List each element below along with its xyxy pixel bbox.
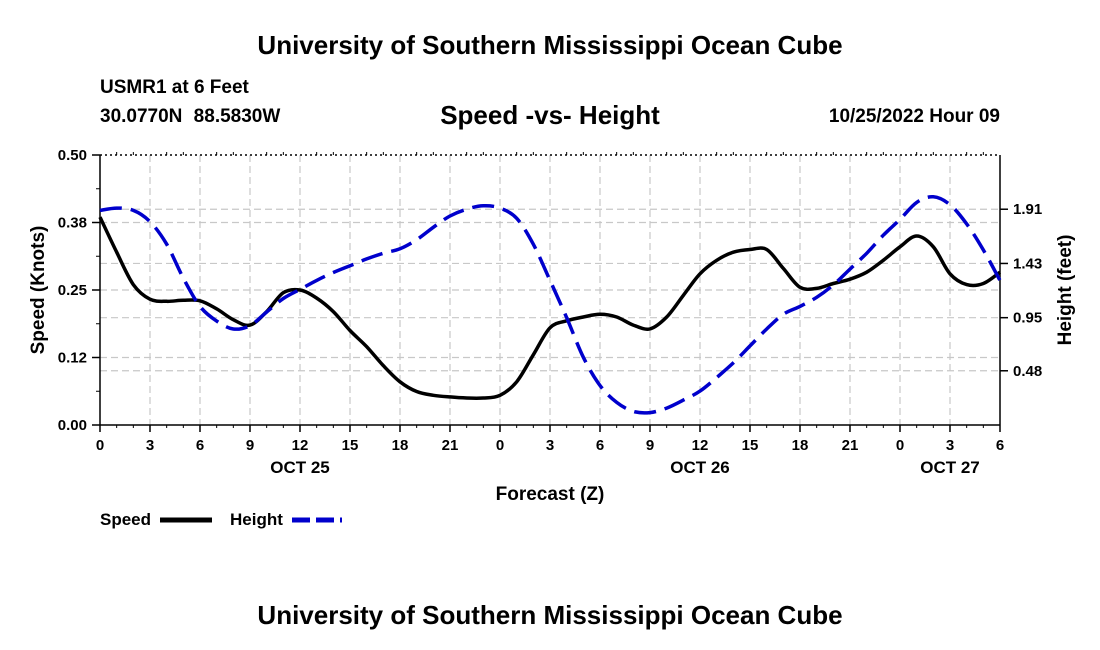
station-label: USMR1 at 6 Feet [100, 77, 249, 98]
series-line-speed [98, 216, 1002, 400]
y-tick-label: 0.00 [58, 417, 87, 434]
date-label: OCT 26 [670, 458, 730, 477]
legend: Speed Height [100, 510, 342, 529]
y-axis-label: Speed (Knots) [28, 226, 49, 355]
x-tick-label: 15 [342, 437, 359, 454]
x-axis-label: Forecast (Z) [496, 484, 605, 505]
series-line-height [99, 195, 1002, 415]
axis-labels: Forecast (Z) Speed (Knots) Height (feet)… [28, 147, 1076, 505]
y-tick-label: 0.38 [58, 215, 87, 232]
x-tick-label: 0 [896, 437, 904, 454]
y-tick-label: 0.25 [58, 282, 87, 299]
y-tick-label: 0.12 [58, 350, 87, 367]
x-tick-label: 18 [792, 437, 809, 454]
legend-speed-label: Speed [100, 510, 151, 529]
y-tick-label: 0.50 [58, 147, 87, 164]
x-tick-label: 18 [392, 437, 409, 454]
legend-height-label: Height [230, 510, 283, 529]
x-tick-label: 6 [596, 437, 604, 454]
y2-tick-label: 0.48 [1013, 363, 1042, 380]
x-tick-label: 21 [842, 437, 859, 454]
x-tick-label: 12 [292, 437, 309, 454]
y2-tick-label: 1.91 [1013, 201, 1042, 218]
y2-tick-label: 1.43 [1013, 255, 1042, 272]
y2-tick-label: 0.95 [1013, 310, 1042, 327]
date-label: OCT 25 [270, 458, 330, 477]
grid [100, 155, 1000, 425]
x-tick-label: 3 [546, 437, 554, 454]
x-tick-label: 0 [496, 437, 504, 454]
footer-title: University of Southern Mississippi Ocean… [257, 600, 843, 630]
x-tick-label: 12 [692, 437, 709, 454]
x-tick-label: 6 [196, 437, 204, 454]
series [98, 195, 1002, 415]
x-tick-label: 15 [742, 437, 759, 454]
x-tick-label: 3 [146, 437, 154, 454]
x-tick-label: 0 [96, 437, 104, 454]
x-tick-label: 9 [646, 437, 654, 454]
y2-axis-label: Height (feet) [1055, 235, 1076, 346]
datetime-label: 10/25/2022 Hour 09 [828, 106, 1000, 127]
chart-title: Speed -vs- Height [440, 100, 660, 130]
x-tick-label: 3 [946, 437, 954, 454]
coordinates-label: 30.0770N 88.5830W [100, 106, 281, 127]
x-tick-label: 21 [442, 437, 459, 454]
page-title: University of Southern Mississippi Ocean… [257, 30, 843, 60]
x-tick-label: 6 [996, 437, 1004, 454]
date-label: OCT 27 [920, 458, 980, 477]
x-tick-label: 9 [246, 437, 254, 454]
axes [92, 152, 1008, 432]
